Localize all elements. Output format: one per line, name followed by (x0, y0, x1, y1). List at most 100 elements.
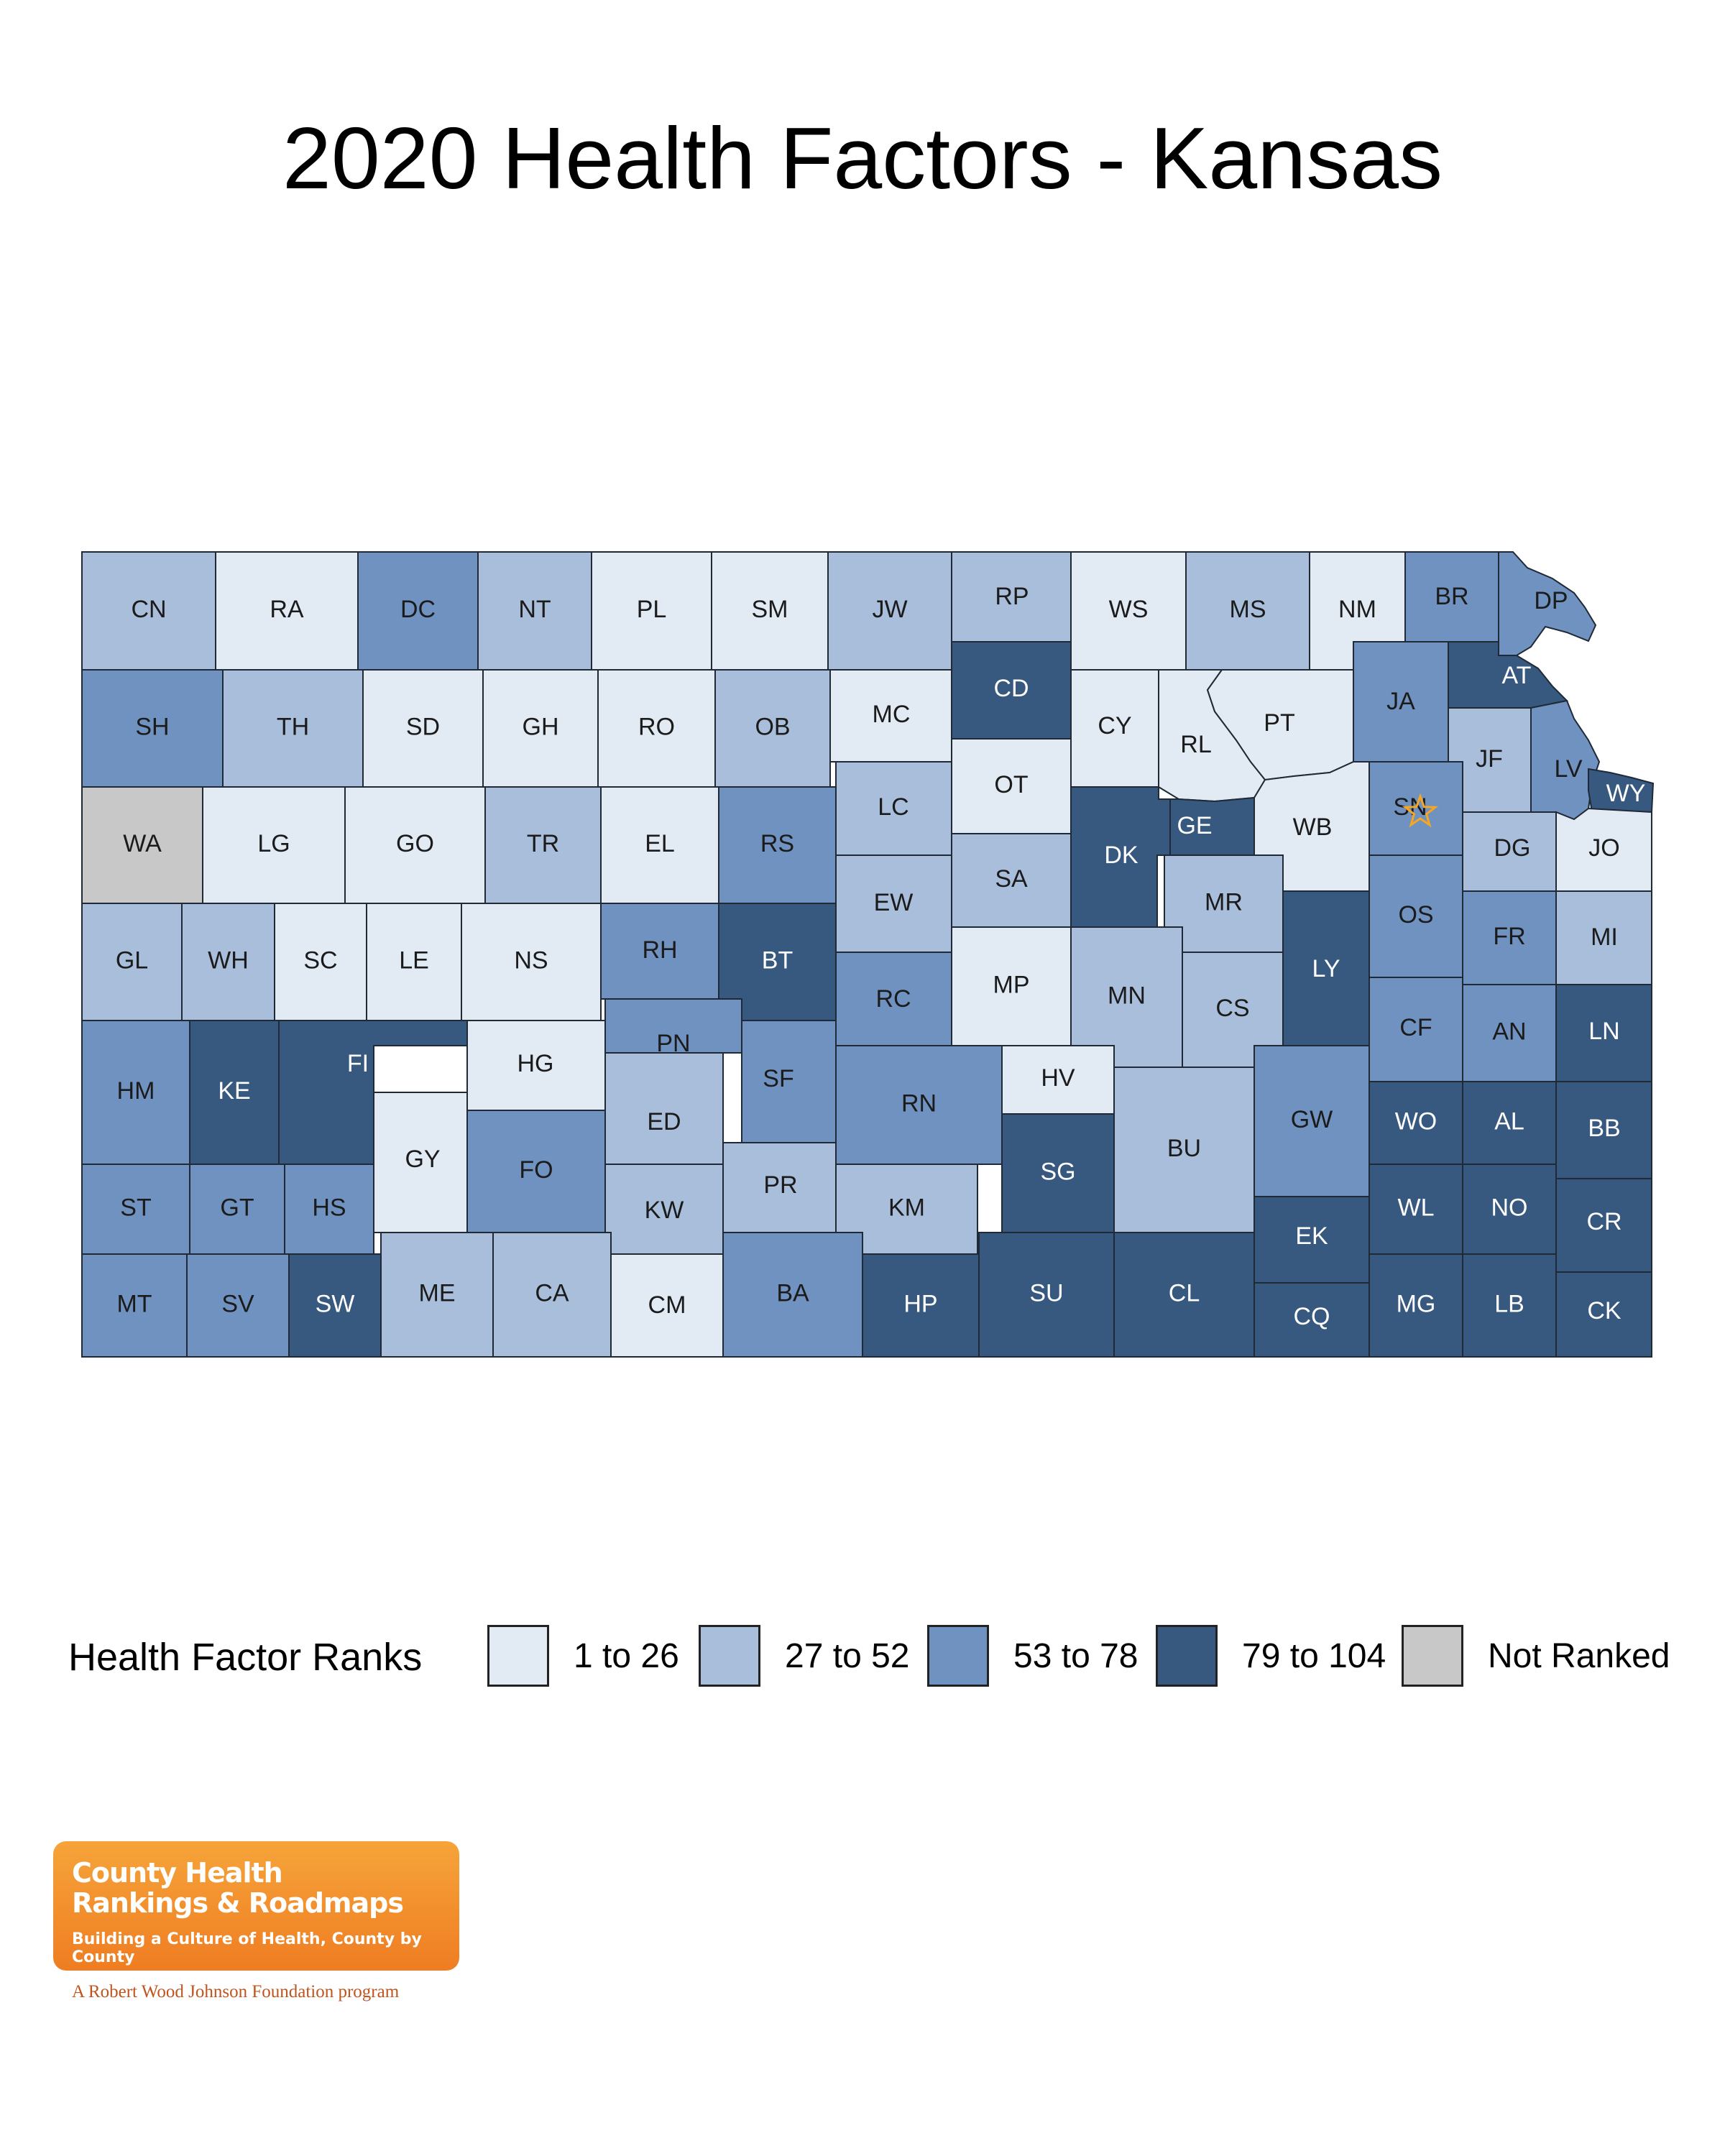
county-label-cd: CD (993, 675, 1029, 702)
county-label-ba: BA (776, 1279, 809, 1307)
county-label-mi: MI (1591, 923, 1618, 951)
county-label-bb: BB (1588, 1115, 1620, 1142)
county-label-gh: GH (523, 713, 559, 740)
county-label-ke: KE (218, 1077, 250, 1105)
legend-title: Health Factor Ranks (68, 1636, 423, 1679)
county-label-gt: GT (220, 1194, 254, 1221)
county-label-sa: SA (995, 865, 1028, 893)
county-label-su: SU (1029, 1279, 1063, 1307)
legend-swatch (1402, 1625, 1463, 1687)
legend-item-53-to-78: 53 to 78 (927, 1623, 1138, 1689)
county-label-sg: SG (1040, 1158, 1075, 1185)
county-label-hg: HG (518, 1050, 554, 1077)
county-label-rp: RP (995, 583, 1029, 610)
legend-item-27-to-52: 27 to 52 (699, 1623, 909, 1689)
county-label-cn: CN (131, 596, 166, 623)
county-label-go: GO (396, 830, 434, 857)
county-label-ln: LN (1588, 1018, 1619, 1045)
county-label-cl: CL (1169, 1279, 1200, 1307)
county-label-pl: PL (637, 596, 667, 623)
legend-label: 53 to 78 (1013, 1636, 1138, 1675)
county-label-hm: HM (117, 1077, 155, 1105)
county-label-bt: BT (762, 946, 793, 974)
county-label-wb: WB (1293, 814, 1333, 841)
county-label-an: AN (1492, 1018, 1526, 1045)
legend-label: 27 to 52 (785, 1636, 910, 1675)
label-layer: CN RA DC NT PL SM JW RP WS MS NM BR DP SH TH SD GH RO OB MC… (116, 583, 1646, 1330)
county-label-ed: ED (647, 1108, 681, 1135)
county-label-ja: JA (1386, 688, 1415, 715)
county-label-lb: LB (1494, 1290, 1524, 1317)
county-label-br: BR (1435, 583, 1468, 610)
county-label-lc: LC (878, 793, 908, 821)
county-label-dc: DC (400, 596, 436, 623)
county-label-gy: GY (405, 1146, 440, 1173)
county-label-pt: PT (1264, 709, 1294, 737)
county-label-ca: CA (535, 1279, 569, 1307)
county-label-th: TH (277, 713, 309, 740)
county-label-ro: RO (638, 713, 675, 740)
county-label-km: KM (888, 1194, 925, 1221)
county-label-rh: RH (642, 936, 677, 964)
logo-tagline: Building a Culture of Health, County by … (72, 1930, 422, 1966)
legend-swatch (699, 1625, 760, 1687)
legend-swatch (487, 1625, 549, 1687)
county-label-mr: MR (1205, 888, 1243, 916)
county-label-lg: LG (257, 830, 290, 857)
county-label-nt: NT (518, 596, 551, 623)
county-label-ms: MS (1230, 596, 1266, 623)
county-label-fo: FO (519, 1156, 553, 1184)
county-label-rc: RC (875, 985, 911, 1013)
county-label-sd: SD (406, 713, 440, 740)
legend-item-79-to-104: 79 to 104 (1156, 1623, 1386, 1689)
county-label-ns: NS (514, 946, 548, 974)
county-label-ra: RA (270, 596, 304, 623)
county-label-fi: FI (347, 1050, 369, 1077)
county-label-fr: FR (1493, 923, 1525, 950)
county-label-al: AL (1494, 1107, 1524, 1135)
county-label-os: OS (1398, 901, 1433, 929)
county-label-gl: GL (116, 946, 148, 974)
county-label-ot: OT (994, 771, 1028, 798)
county-label-st: ST (120, 1194, 151, 1221)
county-label-wo: WO (1395, 1107, 1438, 1135)
page-title: 2020 Health Factors - Kansas (282, 109, 1443, 207)
county-wy (1588, 768, 1655, 813)
county-label-wy: WY (1606, 780, 1646, 807)
county-label-gw: GW (1291, 1106, 1333, 1133)
county-label-cy: CY (1098, 712, 1131, 740)
county-label-dk: DK (1104, 842, 1138, 869)
county-label-mp: MP (993, 971, 1030, 998)
county-label-kw: KW (645, 1197, 684, 1224)
legend-swatch (1156, 1625, 1218, 1687)
county-label-jf: JF (1476, 745, 1503, 773)
capital-star-icon (1402, 793, 1439, 828)
county-label-ob: OB (755, 713, 790, 740)
county-label-bu: BU (1167, 1135, 1201, 1162)
county-label-rs: RS (760, 830, 794, 857)
county-label-ge: GE (1177, 812, 1212, 839)
county-label-me: ME (419, 1279, 456, 1307)
county-label-pn: PN (656, 1030, 690, 1057)
county-label-nm: NM (1338, 596, 1376, 623)
logo-line-2: Rankings & Roadmaps (72, 1887, 404, 1919)
county-label-jw: JW (872, 596, 907, 623)
county-label-at: AT (1502, 662, 1532, 689)
county-label-dp: DP (1534, 587, 1568, 614)
county-label-cs: CS (1215, 995, 1249, 1022)
county-label-wl: WL (1398, 1194, 1435, 1221)
county-label-sh: SH (135, 713, 169, 740)
county-label-el: EL (645, 830, 675, 857)
county-label-no: NO (1491, 1194, 1528, 1221)
legend-label: 79 to 104 (1242, 1636, 1386, 1675)
county-label-ck: CK (1587, 1297, 1622, 1325)
county-label-wh: WH (208, 946, 249, 974)
county-label-cr: CR (1586, 1208, 1622, 1235)
county-label-rl: RL (1180, 731, 1211, 758)
county-label-sv: SV (221, 1290, 254, 1317)
county-label-pr: PR (763, 1171, 797, 1199)
county-label-le: LE (399, 946, 429, 974)
county-label-sw: SW (316, 1290, 355, 1317)
county-layer (81, 551, 1655, 1358)
county-label-lv: LV (1554, 755, 1582, 783)
